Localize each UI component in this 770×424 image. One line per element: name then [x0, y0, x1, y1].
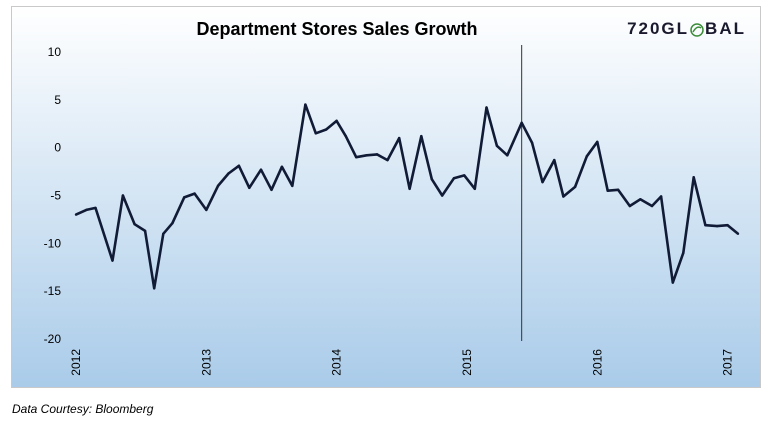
- series-points: [74, 103, 740, 290]
- chart-background: [12, 7, 760, 387]
- data-point: [606, 189, 609, 192]
- y-tick-label: 5: [54, 93, 61, 107]
- data-point: [162, 232, 165, 235]
- data-point: [94, 206, 97, 210]
- data-point: [659, 195, 663, 198]
- data-point: [692, 176, 695, 179]
- data-point: [85, 208, 88, 212]
- y-axis: 10 5 0 -5 -10 -15 -20: [44, 45, 62, 346]
- data-point: [671, 281, 675, 284]
- data-point: [143, 229, 147, 233]
- data-point: [530, 141, 534, 145]
- data-point: [520, 121, 523, 124]
- leaf-globe-icon: [690, 22, 704, 37]
- brand-logo: 720GL BAL: [627, 19, 746, 39]
- data-point: [596, 140, 599, 144]
- data-point: [495, 144, 499, 147]
- data-point: [216, 184, 220, 188]
- data-point: [736, 232, 740, 235]
- data-point: [485, 106, 488, 109]
- data-point: [171, 222, 174, 225]
- data-point: [585, 155, 589, 158]
- y-tick-label: -10: [44, 236, 62, 250]
- data-point: [237, 164, 241, 168]
- logo-text-left: 720GL: [627, 19, 690, 38]
- logo-text-right: BAL: [705, 19, 746, 38]
- x-tick-label: 2013: [199, 349, 213, 376]
- x-tick-label: 2012: [69, 349, 83, 376]
- y-tick-label: -20: [44, 332, 62, 346]
- data-point: [354, 156, 358, 159]
- data-point: [325, 128, 328, 131]
- data-point: [133, 223, 136, 226]
- data-point: [616, 188, 620, 191]
- data-point: [270, 188, 273, 191]
- data-point: [650, 204, 654, 208]
- data-point: [506, 154, 509, 157]
- y-tick-label: 0: [54, 141, 61, 155]
- chart-panel: 10 5 0 -5 -10 -15 -20 2012 2013 2014 2015 2016 2017…: [11, 6, 761, 388]
- data-point: [193, 192, 196, 195]
- data-point: [473, 187, 476, 191]
- data-point: [386, 158, 389, 162]
- data-point: [121, 194, 125, 197]
- data-point: [227, 172, 230, 175]
- data-point: [639, 198, 642, 201]
- data-point: [541, 180, 544, 184]
- data-point: [430, 178, 433, 181]
- x-tick-label: 2016: [590, 349, 604, 376]
- data-point: [715, 224, 719, 228]
- data-point: [440, 194, 444, 197]
- data-point: [573, 185, 577, 189]
- data-point: [452, 177, 456, 180]
- x-tick-label: 2017: [721, 349, 735, 376]
- data-point: [704, 223, 707, 227]
- data-point: [291, 184, 294, 188]
- data-point: [628, 204, 632, 208]
- series-line: [75, 103, 739, 290]
- data-point: [408, 187, 411, 191]
- data-point: [365, 154, 368, 157]
- data-point: [463, 174, 466, 177]
- data-point: [420, 134, 423, 138]
- data-point: [74, 213, 78, 216]
- data-point: [335, 119, 338, 123]
- x-tick-label: 2015: [460, 349, 474, 376]
- data-point: [562, 195, 565, 198]
- data-point: [344, 134, 347, 138]
- source-note: Data Courtesy: Bloomberg: [12, 402, 154, 416]
- data-point: [152, 287, 156, 290]
- y-tick-label: -15: [44, 284, 62, 298]
- y-tick-label: 10: [48, 45, 62, 59]
- data-point: [280, 165, 284, 168]
- y-tick-label: -5: [50, 189, 61, 203]
- data-point: [205, 208, 208, 212]
- data-point: [304, 103, 307, 106]
- x-axis: 2012 2013 2014 2015 2016 2017: [69, 349, 735, 376]
- chart-plot: 10 5 0 -5 -10 -15 -20 2012 2013 2014 2015 2016 2017: [12, 7, 760, 387]
- data-point: [182, 196, 186, 199]
- data-point: [375, 153, 379, 156]
- data-point: [682, 251, 685, 255]
- data-point: [553, 158, 556, 162]
- data-point: [726, 223, 729, 227]
- x-tick-label: 2014: [330, 349, 344, 376]
- data-point: [314, 132, 317, 135]
- data-point: [248, 186, 251, 190]
- data-point: [259, 168, 263, 171]
- data-point: [111, 259, 114, 262]
- chart-title: Department Stores Sales Growth: [196, 19, 478, 39]
- data-point: [397, 136, 401, 140]
